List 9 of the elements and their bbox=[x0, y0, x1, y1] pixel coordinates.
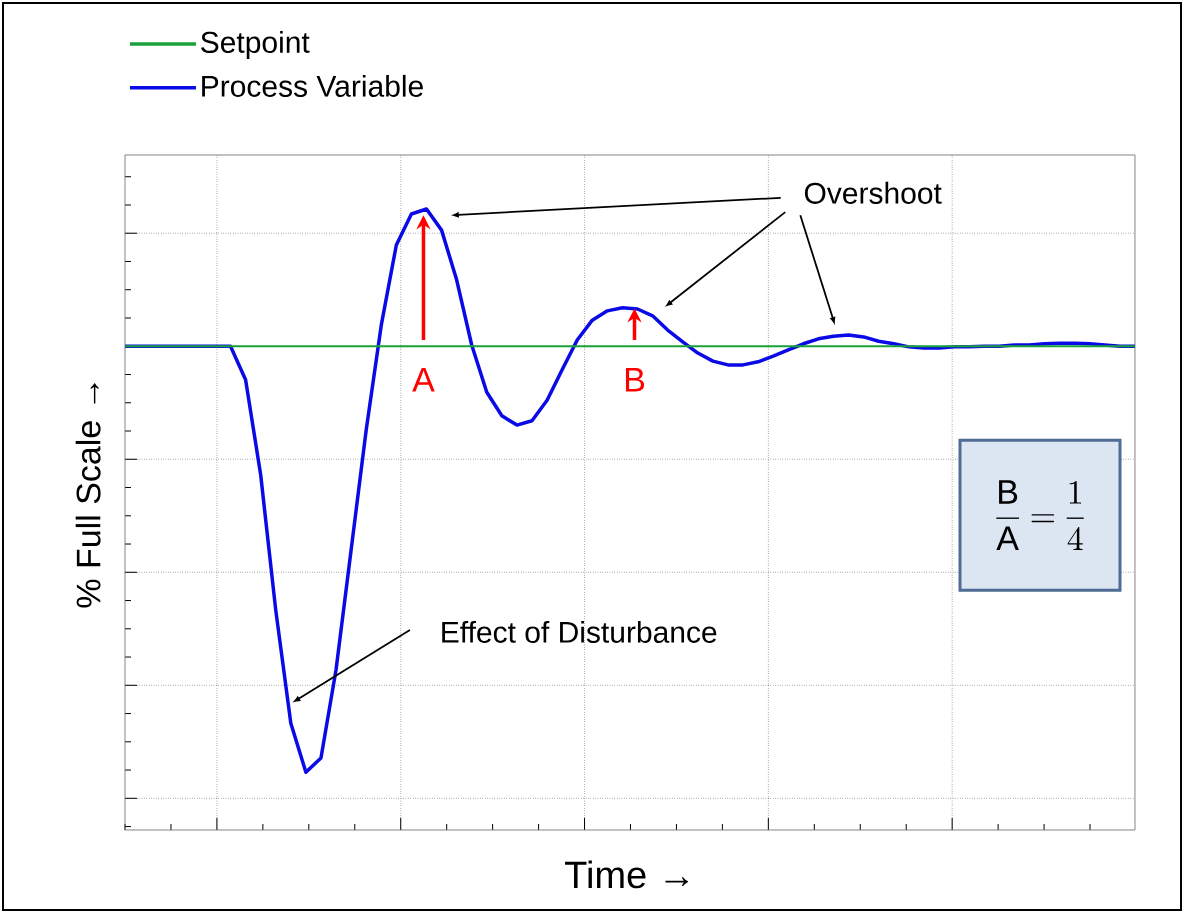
text: Overshoot bbox=[804, 181, 942, 204]
x-axis-title: Time → bbox=[565, 860, 688, 889]
legend-label: Setpoint bbox=[201, 30, 310, 59]
annotation: Effect of Disturbance bbox=[442, 620, 717, 643]
legend-label: Process Variable bbox=[202, 74, 423, 97]
annotation: $\frac{\mathrm{B}}{\mathrm{A}}=\frac{1}{4}$ bbox=[996, 480, 1084, 551]
annotation: B bbox=[625, 368, 645, 392]
y-axis-title: % Full Scale → bbox=[75, 383, 101, 608]
annotation: A bbox=[412, 368, 435, 392]
